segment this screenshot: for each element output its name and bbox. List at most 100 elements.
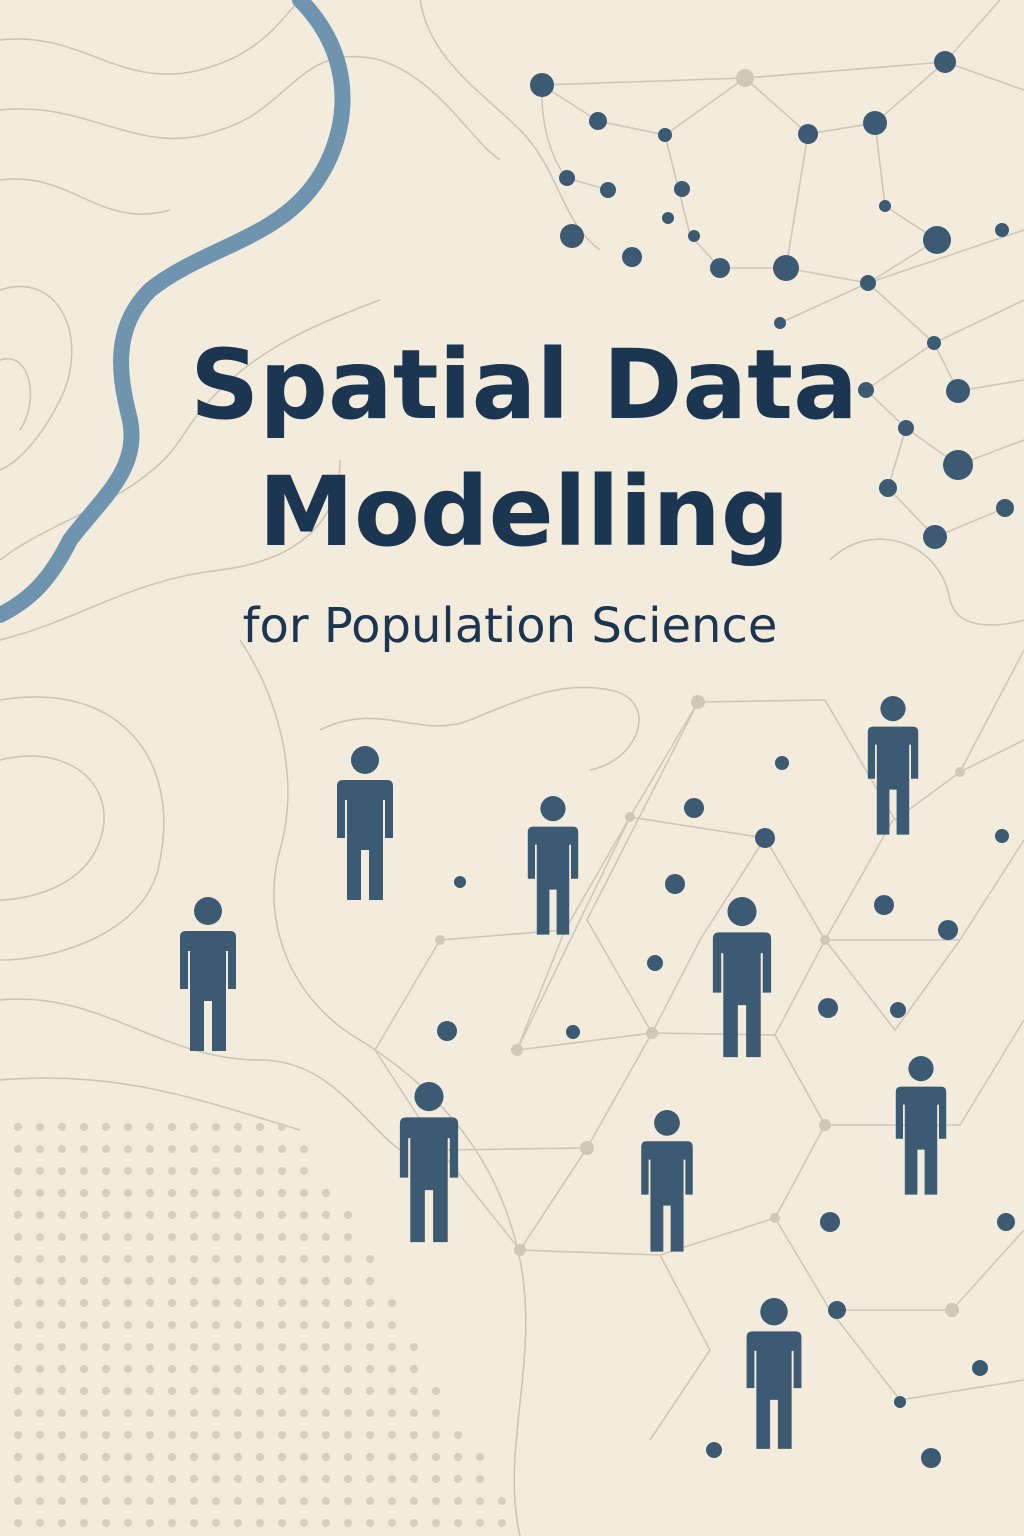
- grid-dot: [300, 1255, 308, 1263]
- grid-dot: [234, 1387, 242, 1395]
- grid-dot: [388, 1431, 396, 1439]
- grid-dot: [36, 1277, 44, 1285]
- node-dot: [828, 1301, 846, 1319]
- grid-dot: [366, 1321, 374, 1329]
- grid-dot: [234, 1123, 242, 1131]
- grid-dot: [36, 1211, 44, 1219]
- grid-dot: [146, 1519, 154, 1527]
- grid-dot: [234, 1321, 242, 1329]
- grid-dot: [212, 1299, 220, 1307]
- grid-dot: [432, 1475, 440, 1483]
- grid-dot: [476, 1519, 484, 1527]
- node-dot: [665, 874, 685, 894]
- grid-dot: [256, 1409, 264, 1417]
- grid-dot: [58, 1497, 66, 1505]
- grid-dot: [124, 1475, 132, 1483]
- grid-dot: [322, 1387, 330, 1395]
- grid-dot: [102, 1387, 110, 1395]
- grid-dot: [278, 1255, 286, 1263]
- grid-dot: [344, 1453, 352, 1461]
- grid-dot: [278, 1365, 286, 1373]
- grid-dot: [278, 1321, 286, 1329]
- grid-dot: [432, 1431, 440, 1439]
- grid-dot: [168, 1145, 176, 1153]
- grid-dot: [14, 1453, 22, 1461]
- grid-dot: [366, 1453, 374, 1461]
- grid-dot: [256, 1123, 264, 1131]
- node-dot: [437, 1021, 457, 1041]
- grid-dot: [168, 1321, 176, 1329]
- grid-dot: [476, 1453, 484, 1461]
- grid-dot: [388, 1299, 396, 1307]
- grid-dot: [256, 1343, 264, 1351]
- grid-dot: [322, 1211, 330, 1219]
- grid-dot: [80, 1145, 88, 1153]
- grid-dot: [256, 1321, 264, 1329]
- grid-dot: [14, 1211, 22, 1219]
- grid-dot: [212, 1343, 220, 1351]
- grid-dot: [344, 1277, 352, 1285]
- grid-dot: [168, 1299, 176, 1307]
- grid-dot: [256, 1189, 264, 1197]
- grid-dot: [278, 1343, 286, 1351]
- grid-dot: [36, 1365, 44, 1373]
- grid-dot: [498, 1519, 506, 1527]
- grid-dot: [102, 1343, 110, 1351]
- grid-dot: [322, 1299, 330, 1307]
- grid-dot: [14, 1123, 22, 1131]
- grid-dot: [234, 1519, 242, 1527]
- grid-dot: [190, 1475, 198, 1483]
- grid-dot: [344, 1365, 352, 1373]
- grid-dot: [366, 1475, 374, 1483]
- node-dot: [454, 876, 466, 888]
- grid-dot: [366, 1431, 374, 1439]
- grid-dot: [388, 1475, 396, 1483]
- grid-dot: [168, 1519, 176, 1527]
- grid-dot: [234, 1453, 242, 1461]
- grid-dot: [322, 1343, 330, 1351]
- grid-dot: [366, 1343, 374, 1351]
- grid-dot: [14, 1497, 22, 1505]
- node-dot: [818, 998, 838, 1018]
- grid-dot: [212, 1167, 220, 1175]
- grid-dot: [102, 1365, 110, 1373]
- grid-dot: [366, 1277, 374, 1285]
- grid-dot: [80, 1299, 88, 1307]
- grid-dot: [58, 1431, 66, 1439]
- node-dot: [662, 212, 674, 224]
- node-dot: [879, 200, 891, 212]
- node-dot: [688, 230, 700, 242]
- grid-dot: [366, 1409, 374, 1417]
- grid-dot: [36, 1299, 44, 1307]
- grid-dot: [36, 1167, 44, 1175]
- grid-dot: [212, 1189, 220, 1197]
- grid-dot: [278, 1211, 286, 1219]
- grid-dot: [102, 1321, 110, 1329]
- grid-dot: [102, 1189, 110, 1197]
- grid-dot: [80, 1167, 88, 1175]
- node-dot: [923, 525, 947, 549]
- title-line: Modelling: [258, 456, 789, 568]
- grid-dot: [322, 1453, 330, 1461]
- node-dot: [946, 379, 970, 403]
- grid-dot: [300, 1497, 308, 1505]
- grid-dot: [278, 1189, 286, 1197]
- grid-dot: [124, 1189, 132, 1197]
- grid-dot: [410, 1475, 418, 1483]
- grid-dot: [58, 1387, 66, 1395]
- grid-dot: [190, 1255, 198, 1263]
- grid-dot: [80, 1365, 88, 1373]
- grid-dot: [124, 1343, 132, 1351]
- grid-dot: [102, 1167, 110, 1175]
- grid-dot: [234, 1431, 242, 1439]
- grid-dot: [14, 1277, 22, 1285]
- node-dot: [647, 955, 663, 971]
- grid-dot: [146, 1453, 154, 1461]
- grid-dot: [212, 1145, 220, 1153]
- grid-dot: [300, 1475, 308, 1483]
- grid-dot: [168, 1123, 176, 1131]
- grid-dot: [344, 1343, 352, 1351]
- grid-dot: [234, 1211, 242, 1219]
- grid-dot: [212, 1211, 220, 1219]
